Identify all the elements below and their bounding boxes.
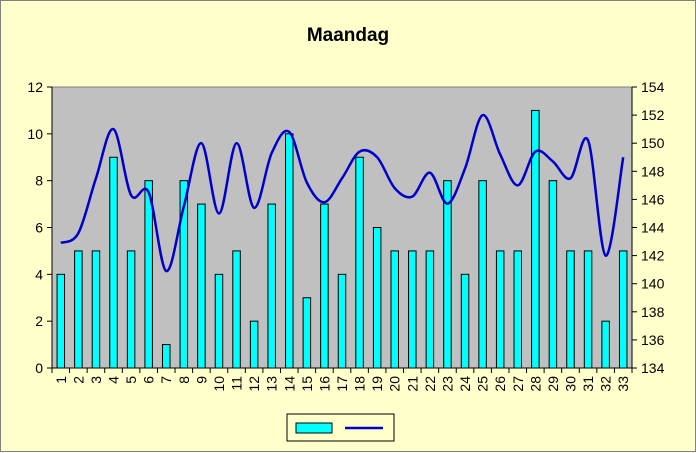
bar-11: [232, 250, 241, 369]
y-tick-label-2: 2: [35, 313, 43, 329]
x-tick-label-22: 22: [422, 376, 438, 392]
x-tick-label-29: 29: [545, 376, 561, 392]
x-tick-label-23: 23: [439, 376, 455, 392]
y2-tick-label-146: 146: [641, 191, 665, 207]
x-tick-label-31: 31: [580, 376, 596, 392]
x-tick-label-25: 25: [475, 376, 491, 392]
x-tick-label-10: 10: [211, 376, 227, 392]
y-tick-label-0: 0: [35, 360, 43, 376]
x-tick-label-9: 9: [193, 376, 209, 384]
bar-7: [161, 344, 171, 369]
chart-title: Maandag: [307, 25, 389, 46]
x-tick-label-27: 27: [510, 376, 526, 392]
bar-15: [302, 297, 312, 369]
bar-3: [91, 250, 101, 369]
y2-tick-label-134: 134: [641, 360, 665, 376]
x-tick-label-7: 7: [158, 376, 174, 384]
y-tick-label-12: 12: [27, 79, 43, 95]
line-series: [60, 113, 625, 273]
bar-31: [583, 250, 593, 369]
x-tick-label-28: 28: [527, 376, 543, 392]
x-tick-label-15: 15: [299, 376, 315, 392]
y2-tick-label-152: 152: [641, 107, 665, 123]
x-tick-label-20: 20: [387, 376, 403, 392]
bar-33: [618, 250, 628, 369]
y-tick-label-10: 10: [27, 126, 43, 142]
bar-20: [390, 250, 399, 369]
bar-17: [337, 273, 347, 369]
bar-10: [214, 273, 224, 369]
bar-23: [443, 180, 452, 369]
x-tick-label-3: 3: [88, 376, 104, 384]
x-tick-label-14: 14: [281, 376, 297, 392]
y-tick-label-6: 6: [35, 220, 43, 236]
bar-22: [425, 250, 435, 369]
x-tick-label-2: 2: [70, 376, 86, 384]
bar-5: [126, 250, 136, 369]
x-tick-label-6: 6: [141, 376, 157, 384]
line-path: [60, 113, 625, 273]
x-tick-label-12: 12: [246, 376, 262, 392]
x-tick-label-32: 32: [598, 376, 614, 392]
bar-14: [285, 133, 294, 369]
bar-32: [601, 320, 610, 369]
y-tick-label-8: 8: [35, 173, 43, 189]
x-tick-label-13: 13: [264, 376, 280, 392]
bar-1: [56, 273, 66, 369]
y2-tick-label-154: 154: [641, 79, 665, 95]
bar-18: [355, 156, 364, 369]
x-tick-label-8: 8: [176, 376, 192, 384]
y2-tick-label-148: 148: [641, 163, 665, 179]
y2-tick-label-138: 138: [641, 304, 665, 320]
x-tick-label-30: 30: [562, 376, 578, 392]
axes: 0246810121341361381401421441461481501521…: [27, 79, 664, 392]
y-tick-label-4: 4: [35, 266, 43, 282]
bar-21: [408, 250, 417, 369]
x-tick-label-1: 1: [53, 376, 69, 384]
x-tick-label-33: 33: [615, 376, 631, 392]
y2-tick-label-150: 150: [641, 135, 665, 151]
bar-19: [372, 227, 382, 369]
x-tick-label-19: 19: [369, 376, 385, 392]
bar-2: [74, 250, 83, 369]
legend: [286, 413, 395, 442]
x-tick-label-5: 5: [123, 376, 139, 384]
bar-series: [56, 109, 628, 369]
bar-30: [566, 250, 575, 369]
y2-tick-label-142: 142: [641, 248, 665, 264]
bar-29: [548, 180, 558, 369]
x-tick-label-18: 18: [352, 376, 368, 392]
x-tick-label-26: 26: [492, 376, 508, 392]
bar-16: [320, 203, 329, 369]
bar-24: [460, 273, 470, 369]
x-tick-label-24: 24: [457, 376, 473, 392]
x-tick-label-11: 11: [229, 376, 245, 391]
x-tick-label-4: 4: [106, 376, 122, 384]
bar-28: [531, 109, 540, 369]
bar-25: [478, 180, 487, 369]
bar-9: [197, 203, 206, 369]
x-tick-label-17: 17: [334, 376, 350, 392]
bar-4: [109, 156, 118, 369]
bar-27: [513, 250, 523, 369]
bar-13: [267, 203, 276, 369]
legend-bar-swatch: [295, 422, 333, 434]
x-tick-label-21: 21: [404, 376, 420, 392]
bar-26: [495, 250, 505, 369]
bar-6: [144, 180, 153, 369]
x-tick-label-16: 16: [316, 376, 332, 392]
y2-tick-label-140: 140: [641, 276, 665, 292]
bar-12: [249, 320, 259, 369]
y2-tick-label-136: 136: [641, 332, 665, 348]
y2-tick-label-144: 144: [641, 220, 665, 236]
